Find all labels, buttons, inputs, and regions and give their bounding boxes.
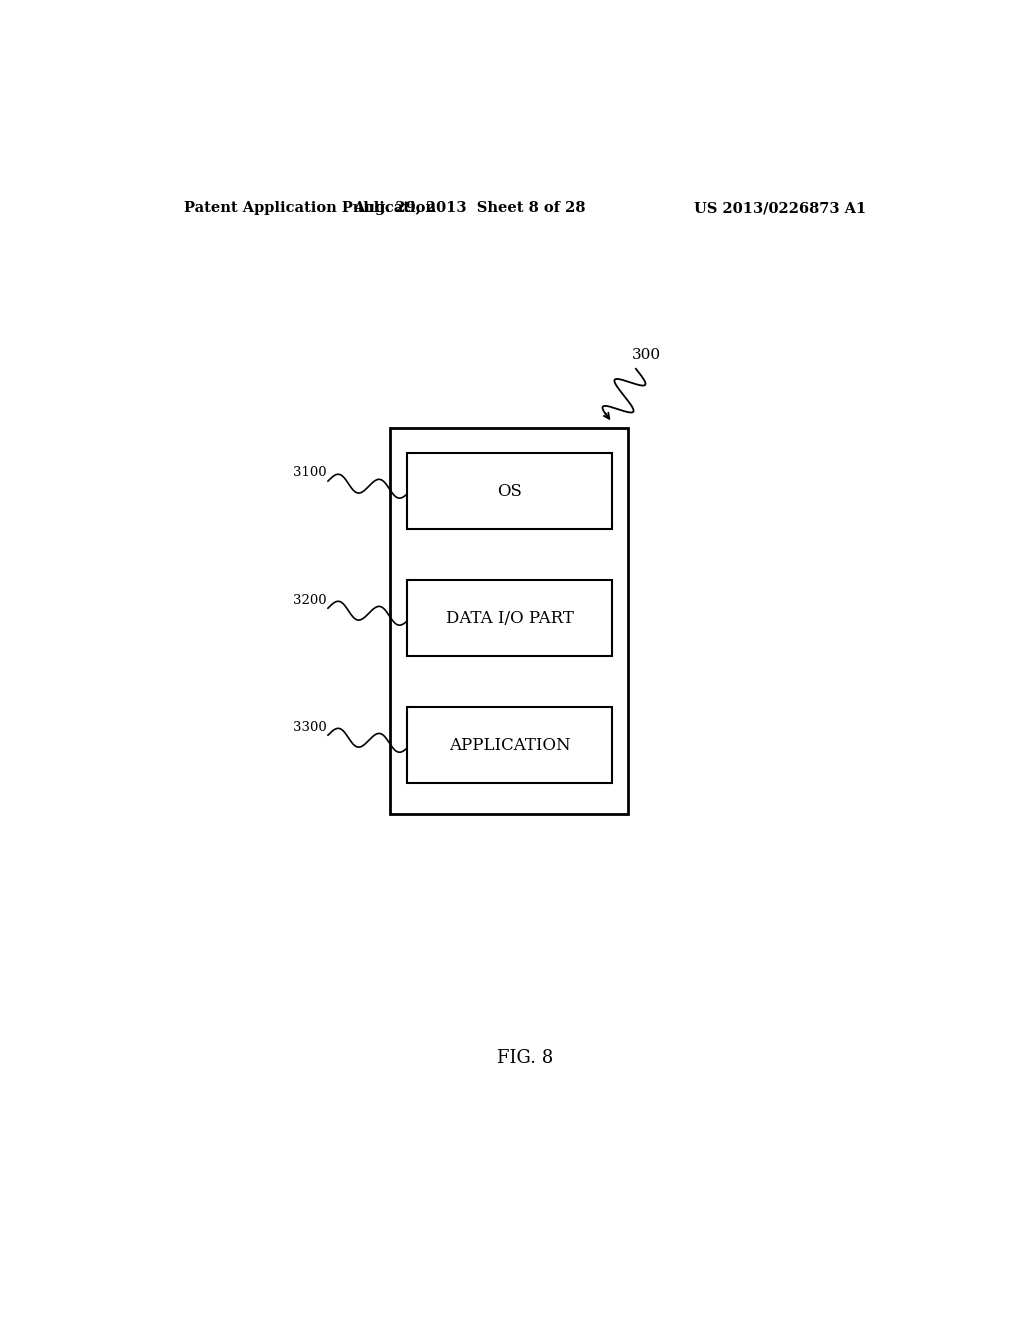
Text: US 2013/0226873 A1: US 2013/0226873 A1 (694, 201, 866, 215)
Bar (408, 708, 612, 784)
Text: 3100: 3100 (293, 466, 327, 479)
Text: FIG. 8: FIG. 8 (497, 1049, 553, 1067)
Text: 300: 300 (632, 347, 662, 362)
Text: Patent Application Publication: Patent Application Publication (183, 201, 435, 215)
Text: DATA I/O PART: DATA I/O PART (445, 610, 573, 627)
Text: 3300: 3300 (293, 721, 327, 734)
Text: OS: OS (498, 483, 522, 500)
Bar (408, 581, 612, 656)
Bar (408, 453, 612, 529)
Text: Aug. 29, 2013  Sheet 8 of 28: Aug. 29, 2013 Sheet 8 of 28 (353, 201, 586, 215)
Text: 3200: 3200 (293, 594, 327, 606)
Bar (390, 428, 628, 814)
Text: APPLICATION: APPLICATION (449, 737, 570, 754)
